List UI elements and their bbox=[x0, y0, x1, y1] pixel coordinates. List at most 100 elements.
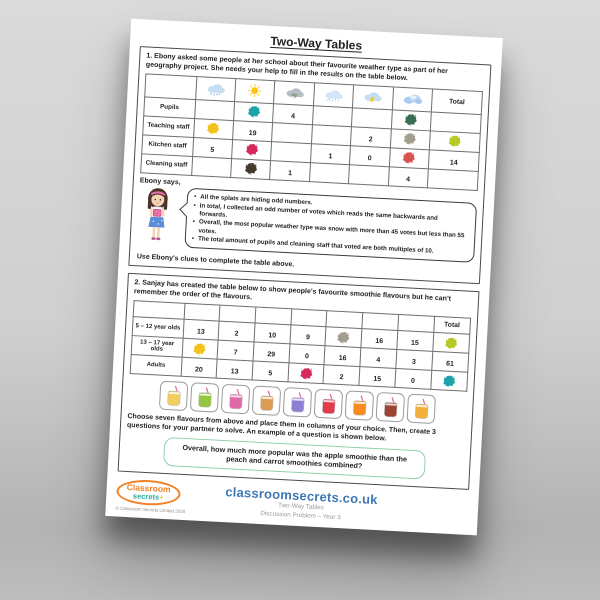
paint-splat-icon bbox=[299, 364, 313, 382]
table-cell[interactable] bbox=[270, 141, 312, 163]
table-cell: 5 bbox=[192, 137, 233, 159]
table-cell bbox=[231, 139, 272, 161]
table-row: Kitchen staff 5 1 0 14 bbox=[141, 135, 480, 172]
table-row: 13 – 17 year olds 7 29 0 16 4 3 61 bbox=[131, 335, 469, 373]
table-cell bbox=[430, 370, 468, 392]
table-cell[interactable] bbox=[271, 122, 313, 144]
paint-splat-icon bbox=[247, 103, 261, 121]
table-cell: 2 bbox=[350, 126, 392, 149]
table-cell[interactable] bbox=[427, 169, 479, 191]
row-label: Teaching staff bbox=[142, 116, 195, 138]
paint-splat-icon bbox=[444, 334, 458, 352]
table-cell: 0 bbox=[349, 145, 391, 167]
smoothie-flavour-icons-row bbox=[128, 379, 467, 426]
table-cell: 10 bbox=[253, 323, 291, 345]
cell-value: 5 bbox=[210, 147, 215, 155]
bullet-icon: • bbox=[193, 201, 196, 209]
table-cell: 20 bbox=[180, 357, 218, 379]
worksheet-page: Two-Way Tables 1. Ebony asked some peopl… bbox=[105, 18, 503, 536]
yellow-smoothie-icon bbox=[158, 381, 189, 412]
logo-text-bottom: secrets+ bbox=[132, 490, 164, 502]
cell-value: 15 bbox=[410, 340, 419, 348]
cell-value: 1 bbox=[287, 170, 293, 178]
footer-center: classroomsecrets.co.uk Two-Way Tables Di… bbox=[193, 483, 468, 529]
table-cell[interactable] bbox=[309, 162, 350, 184]
cell-value: 3 bbox=[411, 359, 417, 367]
flavour-header-cell[interactable] bbox=[361, 313, 399, 331]
table-cell: 3 bbox=[395, 349, 433, 371]
berry-smoothie-icon bbox=[375, 392, 406, 423]
table-cell[interactable] bbox=[348, 164, 390, 186]
table-cell: 29 bbox=[253, 342, 290, 364]
cell-value: 13 bbox=[230, 368, 239, 377]
flavour-header-cell[interactable] bbox=[290, 309, 328, 328]
cell-value: 2 bbox=[368, 136, 373, 144]
table-cell bbox=[193, 118, 234, 140]
table-cell: 19 bbox=[232, 120, 273, 142]
flavour-header-cell[interactable] bbox=[254, 307, 292, 326]
table-cell bbox=[325, 327, 362, 348]
table-cell bbox=[429, 131, 481, 153]
table-row: Teaching staff 19 2 bbox=[142, 116, 481, 153]
table-cell[interactable] bbox=[430, 112, 482, 134]
flavour-header-cell[interactable] bbox=[183, 303, 221, 322]
tornado-icon bbox=[273, 80, 315, 106]
question-2-box: 2. Sanjay has created the table below to… bbox=[117, 272, 480, 490]
table-cell: 5 bbox=[252, 361, 289, 383]
table-cell[interactable] bbox=[312, 105, 353, 127]
paint-splat-icon bbox=[206, 120, 220, 138]
cell-value: 4 bbox=[290, 113, 296, 121]
table-cell: 14 bbox=[428, 150, 480, 172]
bullet-icon: • bbox=[191, 235, 195, 243]
green-smoothie-icon bbox=[189, 382, 220, 414]
cell-value: 61 bbox=[445, 360, 454, 369]
cell-value: 4 bbox=[376, 357, 381, 365]
table-row: 5 – 12 year olds 13 2 10 9 16 15 bbox=[132, 316, 470, 354]
paint-splat-icon bbox=[442, 372, 456, 390]
cell-value: 2 bbox=[339, 374, 344, 382]
table-cell: 2 bbox=[323, 365, 361, 386]
table-cell[interactable] bbox=[311, 124, 352, 146]
cell-value: 19 bbox=[248, 130, 257, 138]
flavour-header-cell[interactable] bbox=[326, 311, 363, 329]
table-cell[interactable] bbox=[191, 156, 232, 178]
table-row: Pupils 4 bbox=[143, 97, 482, 134]
table-cell: 15 bbox=[396, 330, 434, 352]
purple-smoothie-icon bbox=[282, 387, 313, 418]
flavour-header-cell[interactable] bbox=[219, 305, 256, 324]
row-label: 13 – 17 year olds bbox=[131, 335, 183, 358]
sun-icon bbox=[234, 78, 276, 104]
classroom-secrets-logo: Classroom secrets+ © Classroom Secrets L… bbox=[116, 478, 196, 514]
table-cell bbox=[233, 101, 274, 123]
row-label: Pupils bbox=[143, 97, 196, 119]
table-cell: 16 bbox=[361, 328, 398, 350]
total-header: Total bbox=[433, 316, 471, 335]
table-cell bbox=[432, 332, 470, 354]
cell-value: 10 bbox=[268, 332, 277, 340]
table-cell: 2 bbox=[218, 321, 255, 343]
flavour-header-cell[interactable] bbox=[397, 314, 435, 333]
logo-plus-icon: + bbox=[158, 492, 164, 502]
cell-value: 20 bbox=[194, 366, 203, 375]
table-cell: 0 bbox=[288, 344, 326, 366]
paint-splat-icon bbox=[448, 133, 462, 151]
cloud-icon bbox=[392, 87, 433, 113]
question-1-box: 1. Ebony asked some people at her school… bbox=[128, 46, 492, 285]
cell-value: 9 bbox=[305, 334, 311, 342]
cell-value: 29 bbox=[267, 351, 276, 359]
table-cell: 61 bbox=[431, 351, 469, 373]
row-label: Cleaning staff bbox=[140, 154, 193, 176]
bullet-icon: • bbox=[192, 218, 196, 226]
table-cell[interactable] bbox=[351, 108, 393, 130]
copyright-text: © Classroom Secrets Limited 2020 bbox=[115, 505, 186, 515]
paint-splat-icon bbox=[402, 149, 416, 167]
ebony-clues-row: • All the splats are hiding odd numbers. •… bbox=[138, 186, 478, 268]
cell-value: 16 bbox=[375, 338, 384, 346]
table-cell bbox=[230, 158, 271, 180]
paint-splat-icon bbox=[337, 328, 351, 346]
red-smoothie-icon bbox=[313, 389, 344, 420]
table-cell bbox=[389, 148, 430, 170]
row-label: 5 – 12 year olds bbox=[132, 316, 184, 339]
table-cell[interactable] bbox=[194, 99, 235, 121]
